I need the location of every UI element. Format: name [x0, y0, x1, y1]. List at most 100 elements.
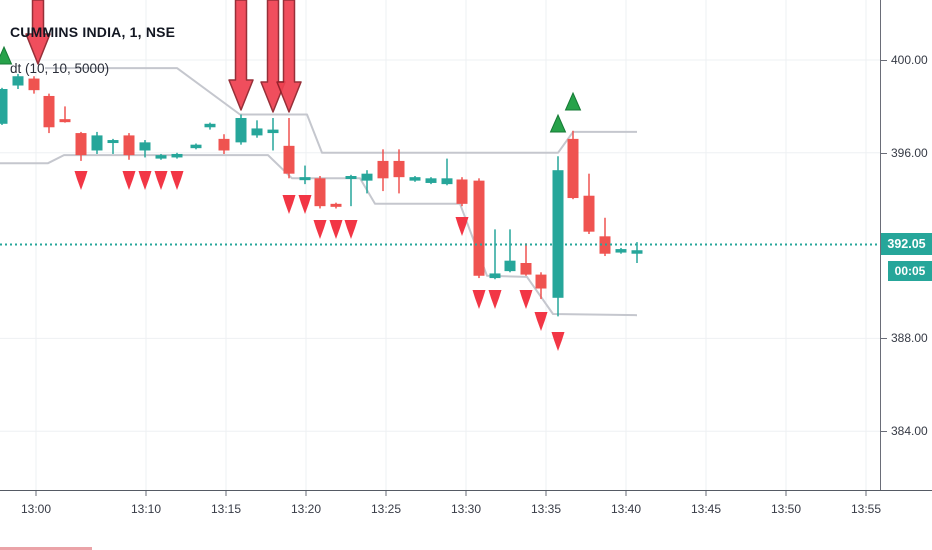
sell-signal-triangle-down-icon — [329, 220, 343, 239]
time-axis-tick — [705, 491, 707, 496]
candle-body — [28, 78, 40, 91]
candle-body — [0, 89, 8, 124]
time-axis-label: 13:35 — [530, 502, 562, 516]
candle-body — [504, 260, 516, 272]
time-axis-tick — [225, 491, 227, 496]
big-down-arrow-icon — [260, 0, 286, 113]
buy-signal-triangle-up-icon — [564, 91, 582, 111]
candle-body — [615, 249, 627, 253]
candle-body — [283, 145, 295, 174]
buy-signal-triangle-up-icon — [549, 113, 567, 133]
candle-body — [155, 155, 167, 159]
time-axis-label: 13:00 — [20, 502, 52, 516]
sell-signal-triangle-down-icon — [154, 171, 168, 190]
sell-signal-triangle-down-icon — [519, 290, 533, 309]
time-axis-tick — [35, 491, 37, 496]
sell-signal-triangle-down-icon — [488, 290, 502, 309]
sell-signal-triangle-down-icon — [138, 171, 152, 190]
candle-body — [107, 140, 119, 144]
time-axis-label: 13:55 — [850, 502, 882, 516]
price-axis-tick — [881, 60, 887, 61]
time-axis-tick — [785, 491, 787, 496]
chart-canvas — [0, 0, 880, 490]
time-axis-label: 13:50 — [770, 502, 802, 516]
candle-body — [631, 250, 643, 254]
candle-body — [43, 95, 55, 128]
candle-body — [489, 273, 501, 279]
candle-body — [267, 129, 279, 134]
price-axis-label: 400.00 — [891, 53, 928, 67]
candle-body — [361, 173, 373, 181]
sell-signal-triangle-down-icon — [170, 171, 184, 190]
price-axis-label: 396.00 — [891, 145, 928, 160]
candle-body — [12, 76, 24, 86]
time-axis-label: 13:45 — [690, 502, 722, 516]
time-axis-label: 13:20 — [290, 502, 322, 516]
sell-signal-triangle-down-icon — [282, 195, 296, 214]
candle-body — [425, 178, 437, 183]
big-down-arrow-icon — [228, 0, 254, 111]
sell-signal-triangle-down-icon — [455, 217, 469, 236]
band-line-upper — [45, 67, 637, 154]
candle-body — [75, 133, 87, 156]
price-axis-label: 388.00 — [891, 331, 928, 346]
indicator-label[interactable]: dt (10, 10, 5000) — [10, 61, 110, 76]
candle-body — [299, 177, 311, 181]
candle-body — [441, 178, 453, 185]
sell-signal-triangle-down-icon — [534, 312, 548, 331]
candle-body — [409, 177, 421, 181]
candle-body — [520, 263, 532, 275]
sell-signal-triangle-down-icon — [74, 171, 88, 190]
big-down-arrow-icon — [25, 0, 51, 65]
buy-signal-triangle-up-icon — [0, 45, 13, 65]
sell-signal-triangle-down-icon — [472, 290, 486, 309]
sell-signal-triangle-down-icon — [122, 171, 136, 190]
bottom-left-strip — [0, 547, 92, 550]
big-down-arrow-icon — [276, 0, 302, 113]
candle-body — [123, 135, 135, 156]
candle-body — [583, 195, 595, 232]
time-axis-label: 13:30 — [450, 502, 482, 516]
candle-body — [235, 118, 247, 143]
sell-signal-triangle-down-icon — [298, 195, 312, 214]
time-axis-label: 13:10 — [130, 502, 162, 516]
current-price-badge: 392.05 — [881, 233, 932, 256]
time-axis-label: 13:40 — [610, 502, 642, 516]
candle-body — [91, 135, 103, 151]
candle-body — [59, 119, 71, 123]
time-axis[interactable]: 13:00 13:10 13:15 13:20 13:25 13:30 13:35 13:40… — [0, 490, 932, 550]
candle-body — [473, 180, 485, 276]
candle-body — [393, 160, 405, 178]
time-axis-tick — [865, 491, 867, 496]
price-axis[interactable]: 392.05 00:05 400.00 396.00 388.00 384.00 — [880, 0, 932, 490]
candle-body — [171, 153, 183, 158]
price-axis-label: 384.00 — [891, 424, 928, 439]
sell-signal-triangle-down-icon — [344, 220, 358, 239]
bar-countdown-badge: 00:05 — [888, 261, 932, 282]
candle-body — [218, 138, 230, 151]
time-axis-tick — [465, 491, 467, 496]
candle-body — [535, 274, 547, 289]
price-axis-tick — [881, 338, 887, 340]
symbol-title[interactable]: CUMMINS INDIA, 1, NSE — [10, 24, 176, 40]
candle-body — [567, 138, 579, 199]
sell-signal-triangle-down-icon — [551, 332, 565, 351]
candle-body — [345, 176, 357, 179]
candle-body — [139, 142, 151, 151]
sell-signal-triangle-down-icon — [313, 220, 327, 239]
candle-body — [251, 128, 263, 136]
price-axis-tick — [881, 431, 887, 433]
candle-body — [204, 123, 216, 128]
price-axis-tick — [881, 152, 887, 154]
candle-body — [377, 160, 389, 179]
candle-body — [190, 144, 202, 149]
time-axis-label: 13:15 — [210, 502, 242, 516]
chart-pane[interactable] — [0, 0, 880, 490]
time-axis-label: 13:25 — [370, 502, 402, 516]
time-axis-tick — [625, 491, 627, 496]
candle-body — [330, 203, 342, 207]
candle-body — [552, 170, 564, 298]
time-axis-tick — [305, 491, 307, 496]
candle-body — [456, 179, 468, 204]
